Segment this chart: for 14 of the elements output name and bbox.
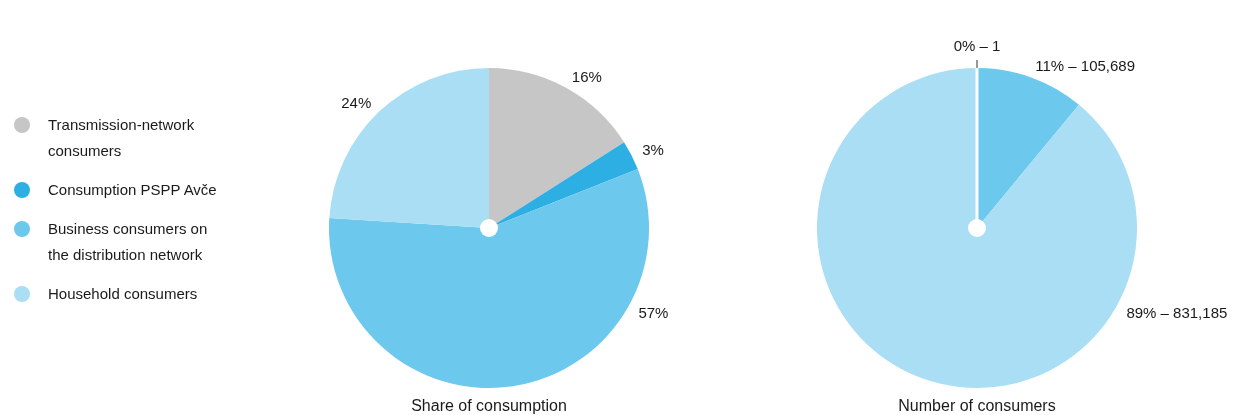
- data-label: 11% – 105,689: [1035, 57, 1136, 75]
- legend-label: Transmission-network consumers: [48, 116, 195, 159]
- text: Share of consumption: [411, 397, 567, 414]
- data-label: 89% – 831,185: [1126, 304, 1228, 322]
- text: Number of consumers: [898, 397, 1056, 414]
- legend-label: Consumption PSPP Avče: [48, 181, 217, 198]
- data-label: 16%: [571, 68, 602, 86]
- data-label: 3%: [642, 140, 664, 158]
- legend-label: Business consumers on the distribution network: [48, 220, 208, 263]
- pie-slice: [329, 68, 489, 228]
- data-label: 24%: [341, 93, 372, 111]
- data-label: 57%: [638, 304, 669, 322]
- legend-label: Household consumers: [48, 285, 198, 302]
- text: 0% – 1: [953, 37, 1001, 54]
